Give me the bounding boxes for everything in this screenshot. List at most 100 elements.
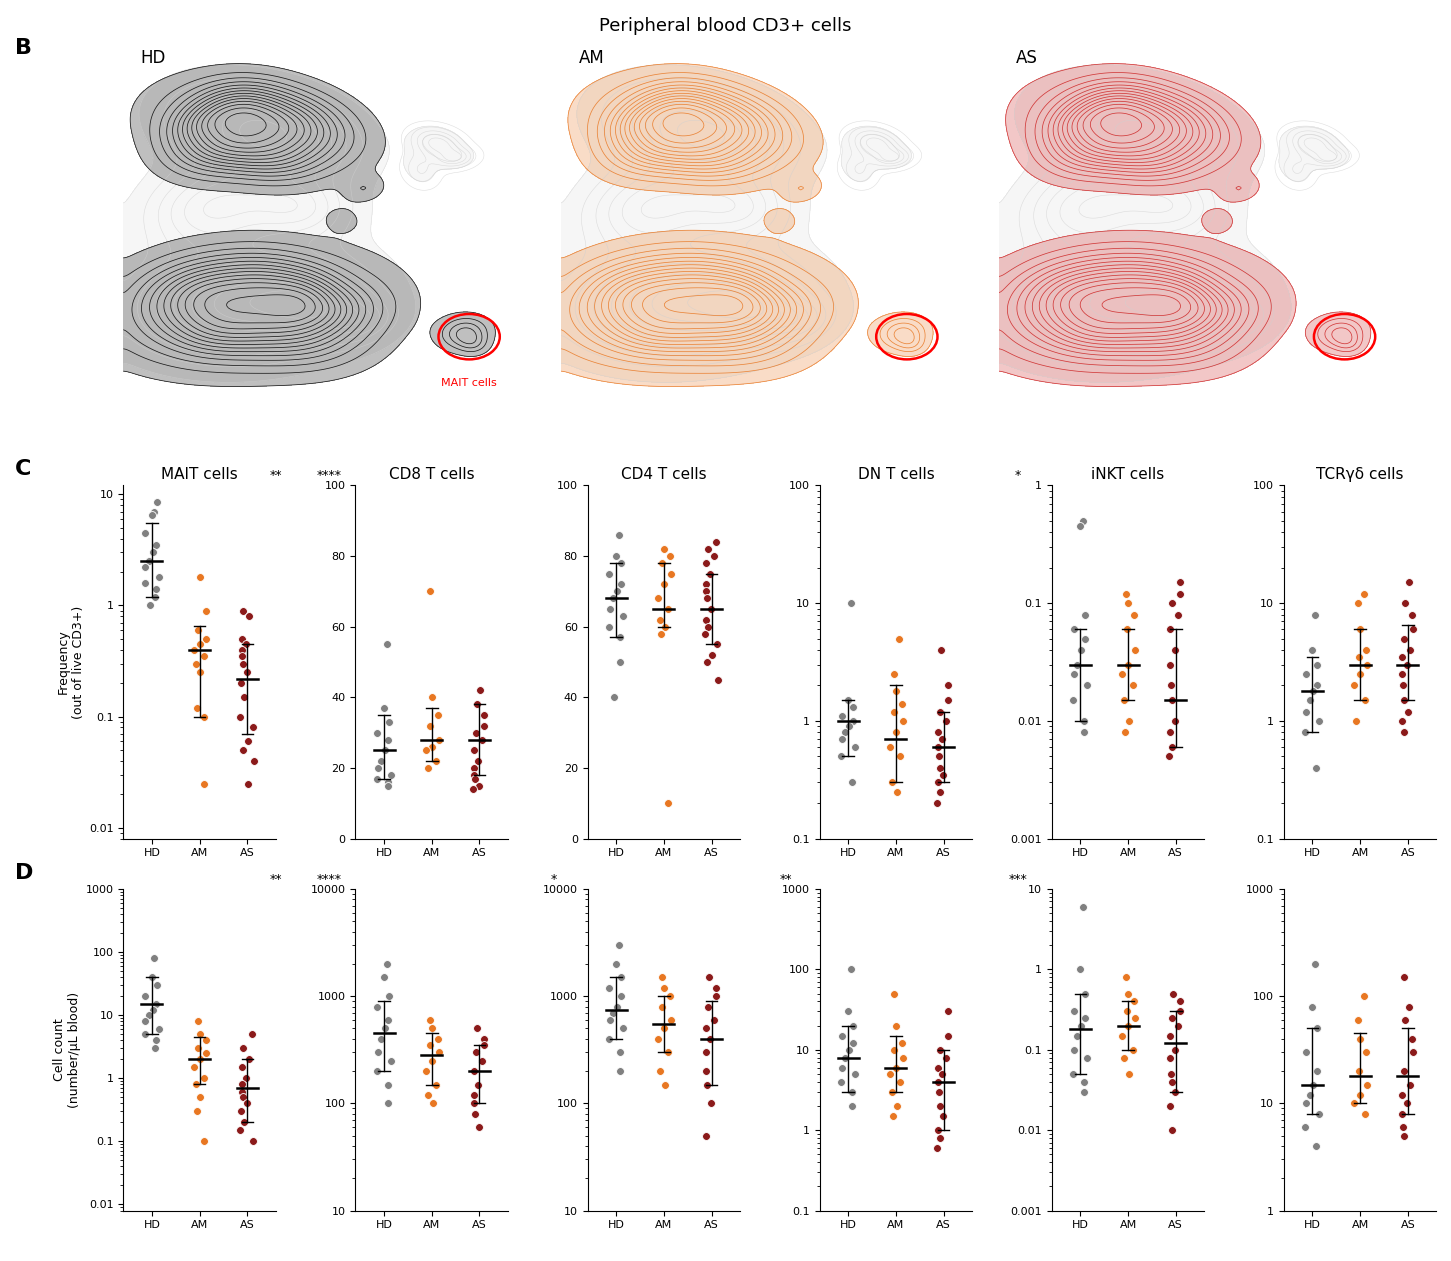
Point: [1402, 619, 1425, 639]
Point: [427, 730, 450, 750]
Point: [598, 1029, 621, 1049]
Point: [235, 634, 258, 654]
Point: [1069, 1015, 1093, 1035]
Point: [1349, 1084, 1373, 1105]
Text: ****: ****: [316, 469, 342, 482]
Point: [649, 1061, 672, 1081]
Point: [464, 1042, 488, 1062]
Point: [461, 779, 485, 799]
Point: [926, 723, 949, 743]
Point: [427, 1029, 450, 1049]
Point: [145, 492, 168, 512]
Point: [144, 1038, 167, 1058]
Point: [144, 586, 167, 607]
Point: [937, 1025, 961, 1045]
Point: [830, 1058, 853, 1078]
Point: [464, 1019, 488, 1039]
Point: [1300, 639, 1323, 660]
Point: [608, 1042, 631, 1062]
Point: [605, 546, 628, 566]
Point: [705, 634, 728, 654]
Point: [232, 687, 255, 707]
Point: [1071, 511, 1094, 531]
Point: [189, 1049, 212, 1069]
Point: [929, 758, 952, 778]
Point: [1355, 1074, 1378, 1095]
Point: [373, 740, 396, 760]
Point: [138, 1005, 161, 1025]
Point: [377, 712, 400, 733]
Point: [1306, 676, 1329, 696]
Point: [842, 711, 865, 731]
Point: [1162, 1039, 1185, 1059]
Point: [1397, 572, 1421, 593]
Point: [133, 1011, 157, 1031]
Point: [1162, 639, 1185, 660]
Point: [1392, 676, 1415, 696]
Text: *: *: [1016, 469, 1022, 482]
Point: [705, 977, 728, 997]
Point: [926, 772, 949, 792]
Point: [1159, 690, 1183, 710]
Point: [830, 747, 853, 767]
Point: [882, 984, 905, 1004]
Point: [1294, 1093, 1318, 1113]
Point: [1352, 986, 1376, 1006]
Point: [374, 953, 398, 973]
Point: [1117, 1064, 1140, 1084]
Point: [141, 967, 164, 987]
Point: [366, 996, 389, 1016]
Point: [1347, 1061, 1370, 1081]
Point: [885, 1058, 908, 1078]
Point: [932, 764, 955, 784]
Point: [1164, 1082, 1187, 1102]
Point: [937, 690, 961, 710]
Title: MAIT cells: MAIT cells: [161, 467, 238, 482]
Point: [473, 1035, 496, 1055]
Point: [380, 1050, 403, 1071]
Point: [1066, 654, 1090, 675]
Point: [421, 1019, 444, 1039]
Point: [1349, 665, 1373, 685]
Point: [602, 1002, 625, 1023]
Point: [840, 772, 863, 792]
Point: [419, 715, 443, 735]
Point: [1294, 723, 1318, 743]
Point: [144, 579, 167, 599]
Point: [1156, 747, 1180, 767]
Point: [473, 705, 496, 725]
Point: [467, 1074, 490, 1095]
Point: [653, 617, 676, 637]
Point: [145, 535, 168, 555]
Point: [229, 1120, 252, 1140]
Point: [421, 1093, 444, 1113]
Point: [1348, 619, 1371, 639]
Title: CD4 T cells: CD4 T cells: [621, 467, 707, 482]
Point: [1400, 1029, 1423, 1049]
Point: [930, 729, 953, 749]
Point: [1355, 639, 1378, 660]
Point: [238, 607, 261, 627]
Point: [1347, 1010, 1370, 1030]
Point: [377, 730, 400, 750]
Point: [418, 581, 441, 601]
Point: [842, 697, 865, 718]
Point: [650, 967, 673, 987]
Point: [882, 1040, 905, 1061]
Point: [1113, 690, 1136, 710]
Point: [1394, 1093, 1418, 1113]
Point: [609, 574, 633, 594]
Point: [830, 1072, 853, 1092]
Point: [605, 996, 628, 1016]
Point: [194, 1043, 218, 1063]
Point: [183, 1057, 206, 1077]
Point: [1114, 619, 1138, 639]
Point: [366, 1061, 389, 1081]
Point: [148, 1019, 171, 1039]
Point: [702, 546, 726, 566]
Point: [836, 1001, 859, 1021]
Point: [1294, 701, 1318, 721]
Point: [189, 634, 212, 654]
Point: [1392, 1126, 1415, 1146]
Point: [608, 652, 631, 672]
